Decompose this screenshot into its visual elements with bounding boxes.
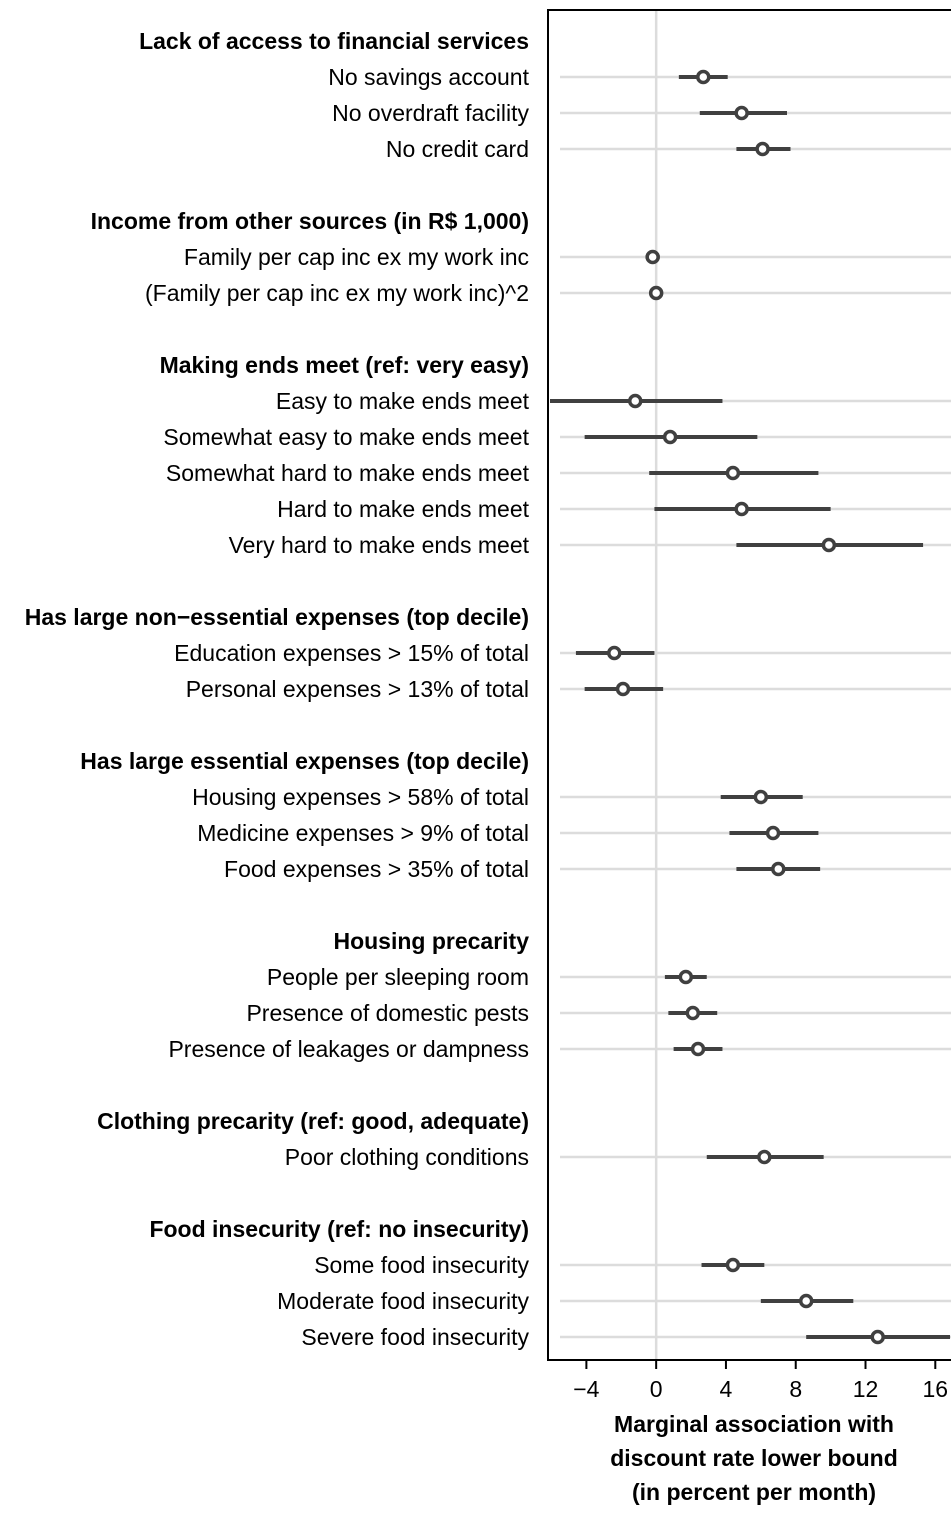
- x-tick-label: −4: [573, 1376, 599, 1402]
- point-estimate: [757, 1149, 772, 1165]
- row-label: People per sleeping room: [267, 964, 529, 990]
- row-label: Some food insecurity: [314, 1252, 529, 1278]
- x-axis-label-line-2: discount rate lower bound: [610, 1445, 898, 1471]
- row-label: Personal expenses > 13% of total: [186, 676, 529, 702]
- group-header: Has large non−essential expenses (top de…: [25, 604, 529, 630]
- group-header: Food insecurity (ref: no insecurity): [149, 1216, 529, 1242]
- point-estimate: [648, 285, 664, 301]
- point-estimate: [615, 681, 631, 697]
- row-label: Food expenses > 35% of total: [224, 856, 529, 882]
- point-estimate: [678, 969, 694, 985]
- x-tick-label: 8: [789, 1376, 802, 1402]
- grid-layer: [560, 75, 951, 1339]
- point-estimate: [685, 1005, 701, 1021]
- point-estimate: [645, 249, 660, 265]
- row-label: (Family per cap inc ex my work inc)^2: [145, 280, 529, 306]
- row-label: Medicine expenses > 9% of total: [197, 820, 529, 846]
- row-label: Moderate food insecurity: [277, 1288, 529, 1314]
- point-estimates: [607, 69, 885, 1345]
- row-label: Family per cap inc ex my work inc: [184, 244, 529, 270]
- point-estimate: [870, 1329, 885, 1345]
- row-label: Very hard to make ends meet: [229, 532, 530, 558]
- point-estimate: [821, 537, 837, 553]
- x-axis-label-line-1: Marginal association with: [614, 1411, 894, 1437]
- point-estimate: [607, 645, 622, 661]
- row-label: Housing expenses > 58% of total: [192, 784, 529, 810]
- group-header: Has large essential expenses (top decile…: [80, 748, 529, 774]
- point-estimate: [627, 393, 643, 409]
- point-estimate: [690, 1041, 706, 1057]
- group-header: Lack of access to financial services: [139, 28, 529, 54]
- point-estimate: [725, 465, 741, 481]
- point-estimate: [798, 1293, 814, 1309]
- row-label: Somewhat easy to make ends meet: [163, 424, 529, 450]
- row-label: Presence of domestic pests: [246, 1000, 529, 1026]
- row-label: Presence of leakages or dampness: [168, 1036, 529, 1062]
- row-label: No credit card: [386, 136, 529, 162]
- point-estimate: [753, 789, 769, 805]
- plot-frame: [547, 9, 951, 1361]
- row-label: Severe food insecurity: [301, 1324, 529, 1350]
- row-label: Easy to make ends meet: [276, 388, 530, 414]
- point-estimate: [755, 141, 770, 157]
- x-axis-ticks: −4 0 4 8 12 16: [573, 1360, 948, 1402]
- row-label: Poor clothing conditions: [285, 1144, 529, 1170]
- group-header: Clothing precarity (ref: good, adequate): [97, 1108, 529, 1134]
- point-estimate: [734, 105, 749, 121]
- x-tick-label: 0: [650, 1376, 663, 1402]
- row-label: Hard to make ends meet: [277, 496, 529, 522]
- point-estimate: [771, 861, 786, 877]
- point-estimate: [696, 69, 711, 85]
- point-estimate: [725, 1257, 741, 1273]
- row-label: Education expenses > 15% of total: [174, 640, 529, 666]
- point-estimate: [662, 429, 678, 445]
- point-estimate: [765, 825, 781, 841]
- row-label: No overdraft facility: [332, 100, 529, 126]
- group-header: Housing precarity: [333, 928, 529, 954]
- point-estimate: [734, 501, 749, 517]
- row-label: No savings account: [328, 64, 529, 90]
- x-tick-label: 16: [923, 1376, 949, 1402]
- confidence-intervals: [550, 75, 950, 1339]
- group-header: Making ends meet (ref: very easy): [160, 352, 529, 378]
- x-tick-label: 4: [720, 1376, 733, 1402]
- x-tick-label: 12: [853, 1376, 879, 1402]
- group-header: Income from other sources (in R$ 1,000): [91, 208, 529, 234]
- row-labels: Lack of access to financial services No s…: [25, 28, 530, 1350]
- x-axis-label-line-3: (in percent per month): [632, 1479, 876, 1505]
- row-label: Somewhat hard to make ends meet: [166, 460, 530, 486]
